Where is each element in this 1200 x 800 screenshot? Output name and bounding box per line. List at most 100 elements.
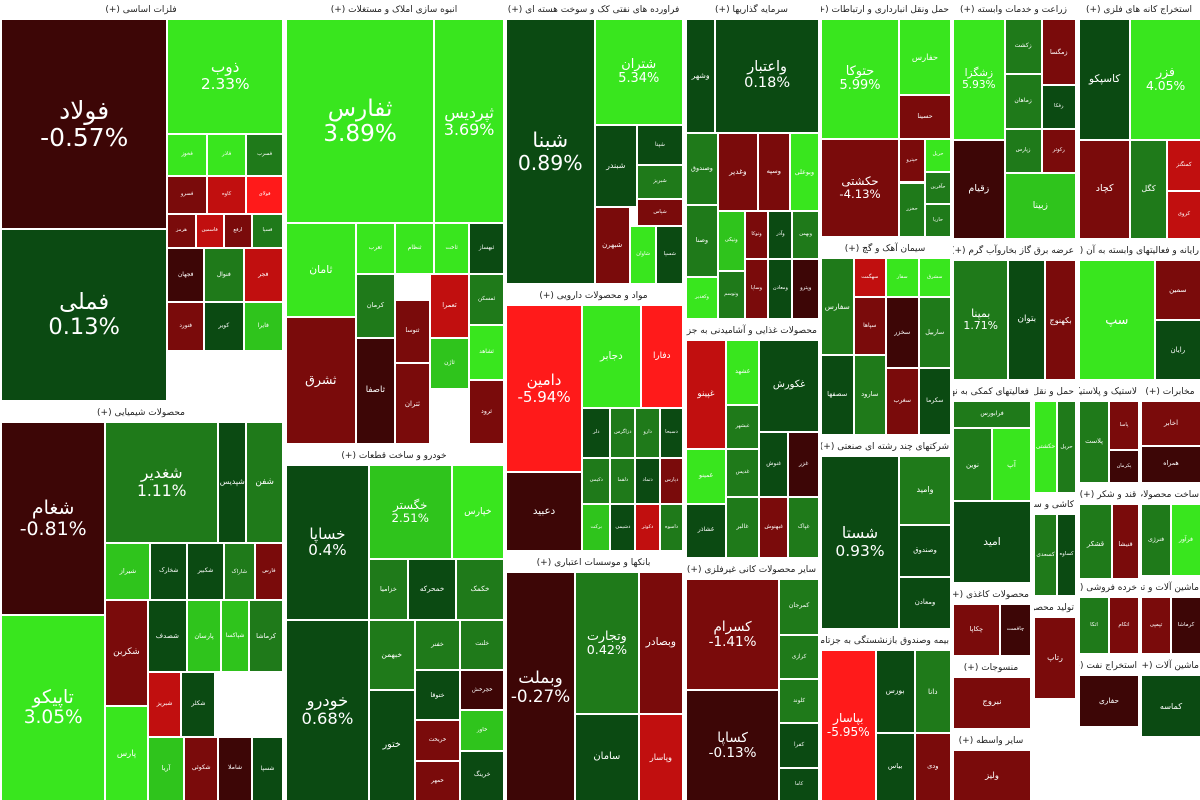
stock-tile[interactable]: شبنا 0.89% (506, 19, 595, 284)
sector-23[interactable]: قند و شکر (+) قشکر قنیشا (1078, 485, 1139, 586)
stock-tile[interactable]: غشهد (725, 340, 760, 406)
stock-tile[interactable]: کسرام -1.41% (686, 579, 780, 690)
stock-tile[interactable]: ولیز (953, 750, 1031, 800)
sector-header[interactable]: خودرو و ساخت قطعات (+) (286, 447, 502, 466)
stock-tile[interactable]: ونیکی (717, 211, 745, 271)
sector-header[interactable]: سرمایه گذاریها (+) (686, 1, 817, 20)
stock-tile[interactable]: سغرب (886, 367, 919, 435)
stock-tile[interactable]: خودرو 0.68% (286, 619, 369, 800)
stock-tile[interactable]: هرمز (167, 213, 196, 249)
sector-header[interactable]: بانکها و موسسات اعتباری (+) (506, 554, 681, 573)
stock-tile[interactable]: فجر (243, 248, 283, 302)
stock-tile[interactable]: کسعدی (1034, 514, 1058, 596)
stock-tile[interactable]: فنورد (167, 301, 205, 352)
stock-tile[interactable]: کرازی (779, 634, 819, 679)
sector-header[interactable]: منسوجات (+) (953, 659, 1029, 678)
stock-tile[interactable]: زشگزا 5.93% (953, 19, 1005, 140)
stock-tile[interactable]: زکوثر (1041, 129, 1076, 173)
sector-header[interactable]: محصولات شیمیایی (+) (1, 404, 281, 423)
stock-tile[interactable]: ثشرق (286, 316, 356, 444)
stock-tile[interactable]: غکورش (759, 340, 819, 432)
stock-tile[interactable]: فاسمین (195, 213, 224, 249)
stock-tile[interactable]: دسبحا (659, 408, 683, 458)
stock-tile[interactable]: ثاصفا (355, 337, 395, 444)
stock-tile[interactable]: کماسه (1141, 675, 1200, 737)
stock-tile[interactable]: خریخت (414, 720, 461, 761)
stock-tile[interactable]: زقیام (953, 140, 1005, 239)
stock-tile[interactable]: کرمان (355, 274, 395, 338)
stock-tile[interactable]: فرابورس (953, 401, 1031, 429)
sector-9[interactable]: سایر محصولات کانی غیرفلزی (+) کسرام -1.41%… (685, 560, 819, 800)
stock-tile[interactable]: فرآور (1171, 504, 1200, 576)
sector-12[interactable]: شرکتهای چند رشته ای صنعتی (+) شستا 0.93% وا… (820, 437, 951, 629)
stock-tile[interactable]: فاذر (206, 133, 247, 176)
stock-tile[interactable]: زکشت (1004, 19, 1042, 74)
stock-tile[interactable]: شبریز (147, 672, 182, 737)
sector-19[interactable]: حمل و نقل آبی (+) حکشتی حریل (1033, 382, 1076, 493)
sector-1[interactable]: محصولات شیمیایی (+) شغدیر 1.11% شغام -0.81% ت… (0, 403, 283, 800)
sector-header[interactable]: تولید محصولات کامپیوتری (+) (1034, 599, 1074, 618)
stock-tile[interactable]: وصندوق (686, 133, 718, 205)
stock-tile[interactable]: دشیمی (610, 504, 636, 551)
stock-tile[interactable]: فسپا (251, 213, 283, 249)
stock-tile[interactable]: دپارس (659, 457, 683, 505)
stock-tile[interactable]: شکلر (181, 672, 216, 737)
sector-21[interactable]: مخابرات (+) اخابر همراه (1140, 382, 1200, 483)
stock-tile[interactable]: دکیمی (582, 457, 611, 505)
sector-header[interactable]: مواد و محصولات دارویی (+) (506, 287, 681, 306)
stock-tile[interactable]: وبصادر (638, 572, 683, 714)
stock-tile[interactable]: شصدف (147, 600, 188, 673)
sector-29[interactable]: منسوجات (+) نبروج (952, 658, 1031, 729)
stock-tile[interactable]: کروی (1166, 190, 1200, 239)
stock-tile[interactable]: ثغرب (355, 223, 395, 274)
stock-tile[interactable]: تاپیکو 3.05% (1, 615, 106, 800)
sector-header[interactable]: بیمه وصندوق بازنشستگی به جزتامین اج (+) (821, 632, 949, 651)
stock-tile[interactable]: تپمپی (1141, 597, 1171, 654)
stock-tile[interactable]: شغام -0.81% (1, 422, 106, 616)
stock-tile[interactable]: سکرما (918, 367, 951, 435)
stock-tile[interactable]: ثتران (395, 363, 430, 444)
stock-tile[interactable]: ثشاهد (469, 325, 504, 381)
stock-tile[interactable]: خمحرکه (408, 559, 457, 620)
stock-tile[interactable]: شسپا (251, 736, 283, 800)
stock-tile[interactable]: اخابر (1141, 401, 1200, 447)
stock-tile[interactable]: خگستر 2.51% (368, 465, 452, 560)
stock-tile[interactable]: کمنگنز (1166, 140, 1200, 191)
stock-tile[interactable]: شاراک (223, 543, 255, 601)
sector-11[interactable]: سیمان آهک و گچ (+) سفارس سهگمت سفار سشرق سصفه… (820, 239, 951, 435)
stock-tile[interactable]: خمهر (414, 760, 461, 800)
stock-tile[interactable]: فنرژی (1141, 504, 1171, 576)
stock-tile[interactable]: ثمسکن (469, 274, 504, 325)
sector-20[interactable]: لاستیک و پلاستیک (+) پلاست پاسا پکرمان (1078, 382, 1139, 483)
stock-tile[interactable]: شکربن (105, 600, 148, 707)
stock-tile[interactable]: چکاپا (953, 604, 1000, 656)
stock-tile[interactable]: دزاگرس (610, 408, 636, 458)
sector-22[interactable]: کاشی و سرامیک (+) کسعدی کساوه (1033, 495, 1076, 596)
sector-header[interactable]: استخراج نفت (+) (1079, 657, 1137, 676)
stock-tile[interactable]: ثتوسا (395, 299, 430, 364)
sector-24[interactable]: ساخت محصولات فلزی (+) فنرژی فرآور (1140, 485, 1200, 576)
sector-header[interactable]: سایر محصولات کانی غیرفلزی (+) (686, 561, 817, 580)
sector-28[interactable]: تولید محصولات کامپیوتری (+) رتاپ (1033, 598, 1076, 699)
stock-tile[interactable]: حفاری (1079, 675, 1139, 727)
stock-tile[interactable]: سهگمت (853, 258, 886, 297)
stock-tile[interactable]: ومعادن (899, 577, 951, 629)
stock-tile[interactable]: آریا (147, 736, 185, 800)
stock-tile[interactable]: پارس (105, 706, 148, 800)
stock-tile[interactable]: غنوش (759, 431, 789, 497)
stock-tile[interactable]: وبوعلی (789, 133, 819, 211)
stock-tile[interactable]: ومعادن (768, 259, 793, 319)
sector-header[interactable]: ماشین آلات و تجهیزات (+) (1141, 579, 1199, 598)
sector-7[interactable]: سرمایه گذاریها (+) واعتبار 0.18% وصندوق وسپه… (685, 0, 819, 319)
stock-tile[interactable]: دلر (582, 408, 611, 458)
sector-header[interactable]: مخابرات (+) (1141, 383, 1199, 402)
stock-tile[interactable]: وتجارت 0.42% (575, 572, 639, 714)
stock-tile[interactable]: حپترو (899, 138, 925, 183)
sector-header[interactable]: لاستیک و پلاستیک (+) (1079, 383, 1137, 402)
stock-tile[interactable]: دفارا (640, 305, 683, 409)
stock-tile[interactable]: کفرا (779, 723, 819, 768)
sector-15[interactable]: عرضه برق گاز بخاروآب گرم (+) بمپنا 1.71% بت… (952, 241, 1076, 380)
sector-header[interactable]: عرضه برق گاز بخاروآب گرم (+) (953, 242, 1074, 261)
stock-tile[interactable]: خزامیا (368, 559, 409, 620)
stock-tile[interactable]: کساوه (1057, 514, 1076, 596)
